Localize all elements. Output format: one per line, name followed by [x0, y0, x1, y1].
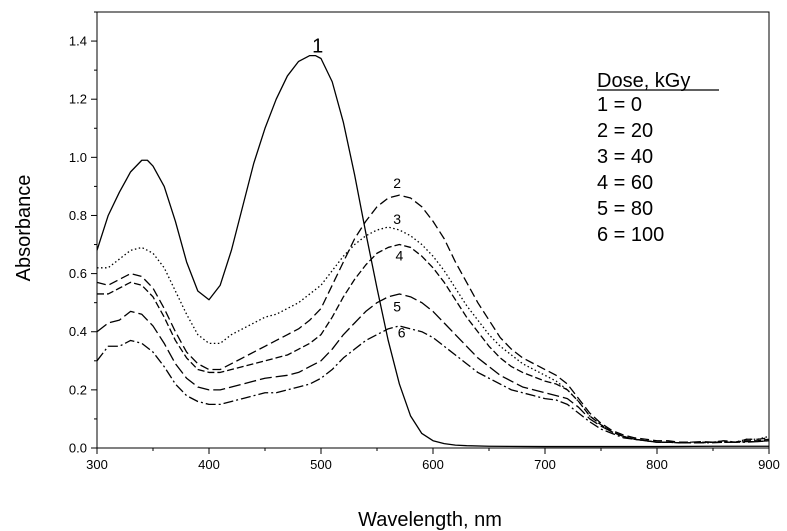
y-tick-label: 0.0 [69, 441, 87, 456]
series-line-5 [96, 293, 770, 444]
curve-label-4: 4 [396, 248, 404, 264]
x-tick-label: 600 [422, 457, 444, 472]
y-tick-label: 1.4 [69, 34, 87, 49]
curve-labels: 1 2 3 4 5 6 [312, 36, 406, 341]
y-axis-ticks: 0.0 0.2 0.4 0.6 0.8 1.0 1.2 1.4 [69, 11, 97, 456]
series-line-3 [97, 226, 770, 444]
series-line-1 [96, 54, 769, 448]
series-line-2 [96, 194, 770, 443]
x-tick-label: 300 [86, 457, 108, 472]
x-tick-label: 800 [646, 457, 668, 472]
y-tick-label: 0.2 [69, 382, 87, 397]
x-tick-label: 500 [310, 457, 332, 472]
curve-label-6: 6 [398, 325, 406, 341]
x-tick-label: 400 [198, 457, 220, 472]
y-tick-label: 1.2 [69, 92, 87, 107]
legend-entry: 2 = 20 [597, 120, 653, 142]
legend-entry: 4 = 60 [597, 172, 653, 194]
y-tick-label: 0.6 [69, 266, 87, 281]
y-tick-label: 0.4 [69, 324, 87, 339]
legend-entry: 3 = 40 [597, 146, 653, 168]
series-layer [96, 54, 770, 448]
legend-title: Dose, kGy [597, 70, 690, 92]
x-axis-title: Wavelength, nm [358, 509, 502, 531]
curve-label-3: 3 [393, 211, 401, 227]
x-axis-ticks: 300 400 500 600 700 800 900 [86, 448, 780, 472]
series-line-6 [96, 325, 770, 444]
curve-label-5: 5 [393, 298, 401, 314]
legend-entry: 1 = 0 [597, 94, 642, 116]
legend-entry: 5 = 80 [597, 198, 653, 220]
y-tick-label: 1.0 [69, 150, 87, 165]
legend: Dose, kGy 1 = 0 2 = 20 3 = 40 4 = 60 5 =… [597, 70, 719, 246]
legend-entry: 6 = 100 [597, 224, 664, 246]
y-tick-label: 0.8 [69, 208, 87, 223]
curve-label-1: 1 [312, 36, 323, 58]
x-tick-label: 700 [534, 457, 556, 472]
curve-label-2: 2 [393, 175, 401, 191]
series-line-4 [97, 243, 770, 444]
x-tick-label: 900 [758, 457, 780, 472]
y-axis-title: Absorbance [13, 175, 35, 282]
